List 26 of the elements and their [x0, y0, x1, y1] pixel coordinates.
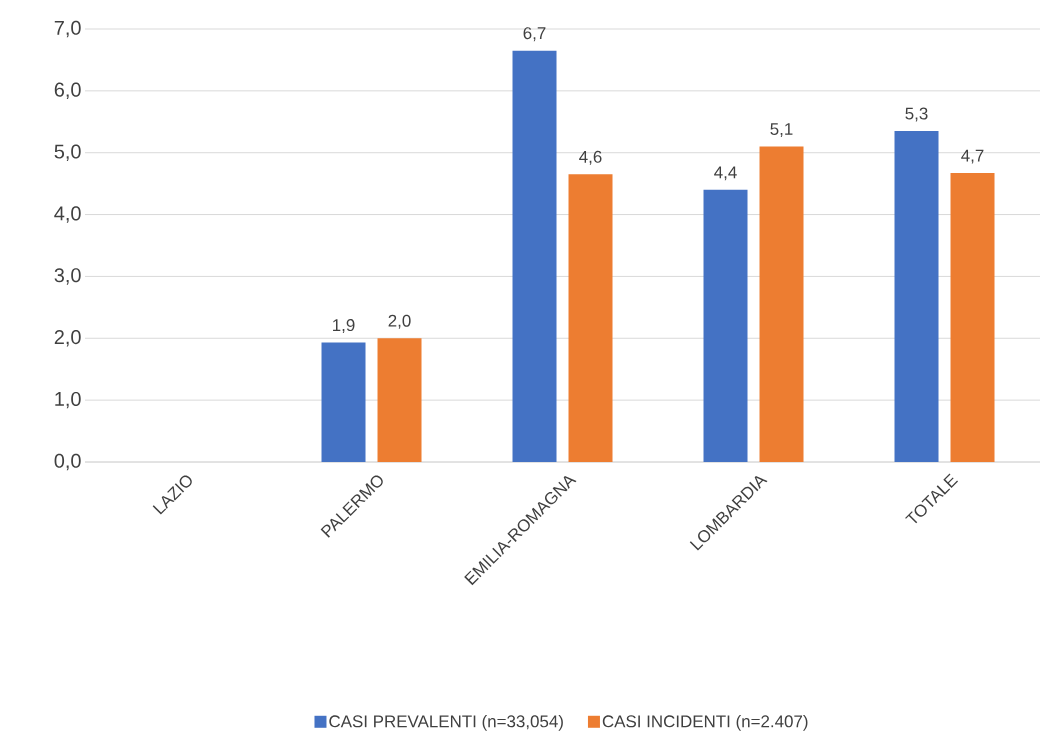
y-tick-label: 6,0	[54, 82, 81, 100]
data-label: 5,1	[770, 123, 793, 137]
bar	[894, 131, 939, 462]
bar	[512, 50, 557, 462]
legend-label: CASI PREVALENTI (n=33,054)	[329, 714, 563, 731]
y-tick-label: 0,0	[54, 453, 81, 471]
data-label: 2,0	[388, 314, 411, 329]
y-tick-label: 5,0	[54, 144, 81, 161]
data-label: 6,7	[523, 27, 546, 42]
y-tick-label: 2,0	[54, 330, 81, 347]
bar	[377, 338, 422, 462]
data-label: 5,3	[905, 107, 928, 122]
data-label: 4,4	[714, 166, 737, 181]
bar	[568, 174, 613, 462]
data-label: 4,7	[961, 149, 984, 164]
bar	[950, 173, 995, 462]
data-label: 1,9	[333, 319, 355, 334]
data-label: 4,6	[579, 150, 602, 165]
bar	[703, 189, 748, 462]
y-tick-label: 7,0	[54, 20, 81, 38]
bar	[759, 146, 804, 462]
y-tick-label: 1,0	[55, 391, 81, 409]
y-tick-label: 3,0	[54, 268, 81, 285]
legend-label: CASI INCIDENTI (n=2.407)	[602, 714, 808, 731]
bar	[321, 342, 366, 462]
y-tick-label: 4,0	[54, 206, 81, 223]
